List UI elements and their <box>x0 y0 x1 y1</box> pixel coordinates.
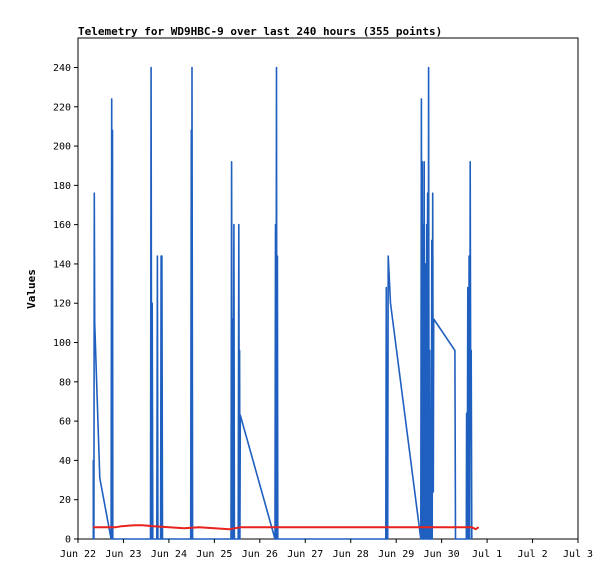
series-line-1 <box>92 66 473 540</box>
x-tick-label: Jul 3 <box>563 549 593 560</box>
y-tick-label: 60 <box>59 417 71 428</box>
x-tick-label: Jun 23 <box>105 549 141 560</box>
x-axis: Jun 22 Jun 23 Jun 24 Jun 25 Jun 26 Jun 27 Jun … <box>60 539 593 560</box>
x-tick-label: Jun 27 <box>287 549 323 560</box>
y-axis-label: Values <box>25 269 38 309</box>
series-layer <box>92 66 480 540</box>
x-tick-label: Jun 30 <box>424 549 460 560</box>
y-tick-label: 20 <box>59 495 71 506</box>
y-tick-label: 100 <box>53 338 71 349</box>
x-tick-label: Jul 2 <box>517 549 547 560</box>
series-line-2 <box>93 524 480 531</box>
y-tick-label: 120 <box>53 299 71 310</box>
y-tick-label: 80 <box>59 377 71 388</box>
x-tick-label: Jun 24 <box>151 549 187 560</box>
y-tick-label: 220 <box>53 102 71 113</box>
y-axis: 0 20 40 60 80 100 120 140 160 180 200 220 240 <box>53 63 78 546</box>
chart-title: Telemetry for WD9HBC-9 over last 240 hou… <box>78 25 442 38</box>
x-tick-label: Jun 25 <box>196 549 232 560</box>
x-tick-label: Jun 28 <box>333 549 369 560</box>
y-tick-label: 140 <box>53 259 71 270</box>
y-tick-label: 40 <box>59 456 71 467</box>
y-tick-label: 0 <box>65 535 71 546</box>
x-tick-label: Jun 29 <box>378 549 414 560</box>
x-tick-label: Jun 26 <box>242 549 278 560</box>
y-tick-label: 240 <box>53 63 71 74</box>
x-tick-label: Jul 1 <box>472 549 502 560</box>
y-tick-label: 180 <box>53 181 71 192</box>
y-tick-label: 160 <box>53 220 71 231</box>
x-tick-label: Jun 22 <box>60 549 96 560</box>
y-tick-label: 200 <box>53 142 71 153</box>
